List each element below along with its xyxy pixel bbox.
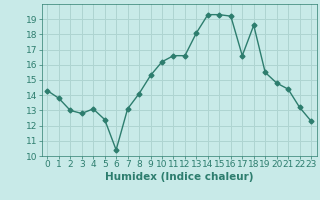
X-axis label: Humidex (Indice chaleur): Humidex (Indice chaleur) <box>105 172 253 182</box>
